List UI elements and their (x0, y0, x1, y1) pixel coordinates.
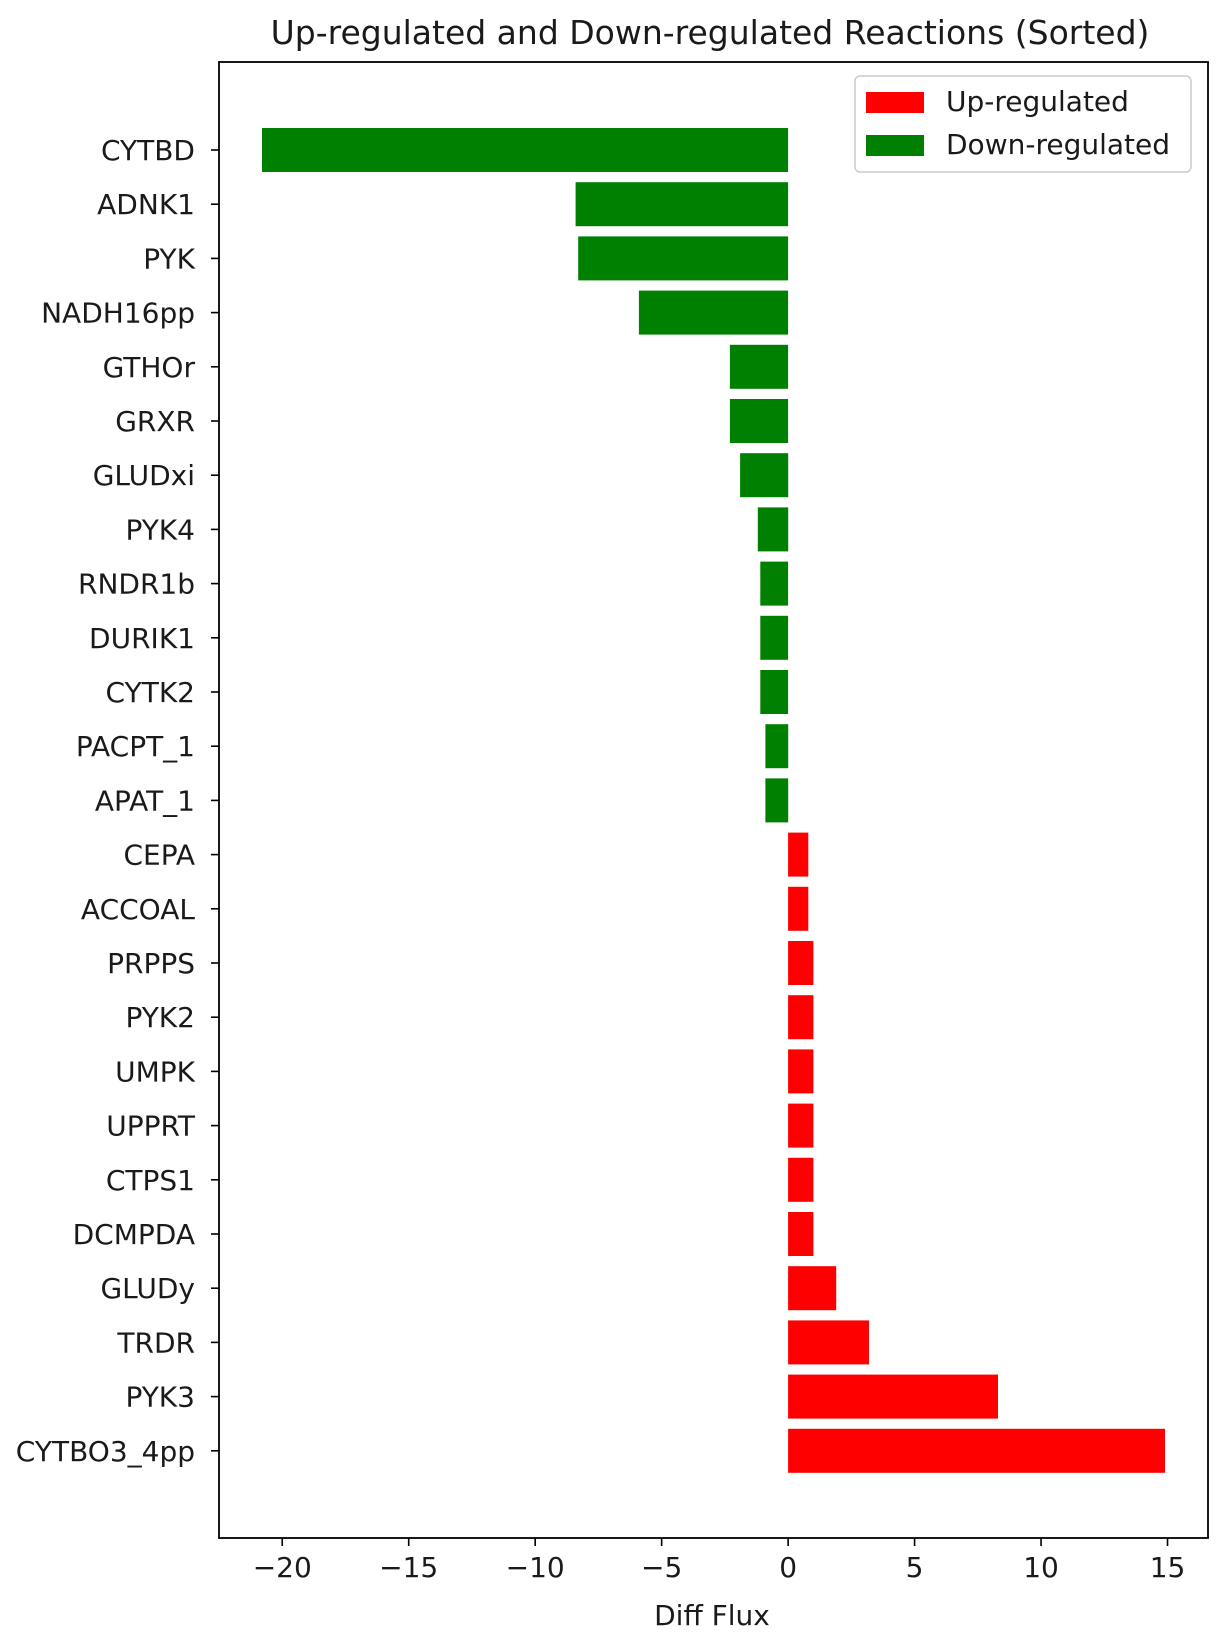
y-tick-label-dcmpda: DCMPDA (73, 1218, 195, 1251)
bar-cytbo3-4pp (788, 1428, 1165, 1473)
y-tick-label-apat-1: APAT_1 (95, 784, 195, 817)
y-tick-label-nadh16pp: NADH16pp (41, 297, 195, 330)
bar-pyk4 (757, 507, 789, 552)
bar-dcmpda (788, 1212, 814, 1256)
x-tick-label-7: 15 (1150, 1551, 1186, 1584)
x-axis: −20 −15 −10 −5 0 5 10 15 (253, 1538, 1186, 1584)
x-tick-label-1: −15 (379, 1551, 438, 1584)
bar-gludxi (740, 453, 789, 498)
y-tick-label-cytk2: CYTK2 (106, 676, 195, 709)
bar-cepa (788, 832, 809, 877)
y-tick-label-adnk1: ADNK1 (97, 188, 195, 221)
y-tick-label-prpps: PRPPS (107, 947, 195, 980)
x-tick-label-0: −20 (253, 1551, 312, 1584)
bar-adnk1 (575, 182, 789, 227)
x-tick-label-2: −10 (506, 1551, 565, 1584)
y-tick-label-gthor: GTHOr (103, 351, 196, 384)
legend: Up-regulated Down-regulated (854, 75, 1192, 173)
x-tick-label-4: 0 (779, 1551, 797, 1584)
bar-durik1 (760, 615, 789, 660)
bar-nadh16pp (638, 290, 789, 335)
legend-swatch-up-regulated (866, 92, 924, 113)
y-tick-label-upprt: UPPRT (106, 1110, 196, 1143)
x-axis-label: Diff Flux (654, 1599, 770, 1632)
y-tick-label-pyk: PYK (143, 242, 195, 275)
bar-umpk (788, 1049, 814, 1094)
y-tick-label-rndr1b: RNDR1b (78, 568, 195, 601)
legend-label-down-regulated: Down-regulated (946, 128, 1170, 161)
bar-accoal (788, 886, 809, 931)
x-tick-label-5: 5 (906, 1551, 924, 1584)
bars-layer (262, 128, 1165, 1473)
y-tick-label-gludxi: GLUDxi (93, 459, 195, 492)
legend-swatch-down-regulated (866, 135, 924, 156)
bar-gludy (788, 1266, 837, 1311)
legend-label-up-regulated: Up-regulated (946, 85, 1129, 118)
bar-pyk3 (788, 1374, 998, 1419)
y-tick-label-ctps1: CTPS1 (106, 1164, 195, 1197)
bar-prpps (788, 941, 814, 985)
y-tick-label-cytbd: CYTBD (101, 134, 195, 167)
chart-title: Up-regulated and Down-regulated Reaction… (271, 13, 1150, 52)
y-tick-label-umpk: UMPK (115, 1055, 196, 1088)
bar-upprt (788, 1103, 814, 1148)
bar-gthor (729, 344, 789, 389)
y-axis: CYTBD ADNK1 PYK NADH16pp GTHOr GRXR GLUDxi PYK4… (16, 134, 219, 1468)
bar-cytbd (262, 128, 789, 172)
bar-pyk2 (788, 995, 814, 1040)
bar-pyk (578, 236, 789, 281)
y-tick-label-cepa: CEPA (124, 839, 196, 872)
y-tick-label-pyk2: PYK2 (125, 1001, 195, 1034)
y-tick-label-trdr: TRDR (116, 1326, 195, 1359)
y-tick-label-durik1: DURIK1 (89, 622, 195, 655)
bar-ctps1 (788, 1157, 814, 1202)
y-tick-label-pyk4: PYK4 (125, 513, 195, 546)
bar-apat-1 (765, 778, 789, 823)
legend-frame (854, 75, 1192, 173)
x-tick-label-3: −5 (641, 1551, 682, 1584)
x-tick-label-6: 10 (1023, 1551, 1059, 1584)
y-tick-label-pacpt-1: PACPT_1 (76, 730, 195, 763)
bar-cytk2 (760, 670, 789, 714)
y-tick-label-grxr: GRXR (115, 405, 195, 438)
plot-frame (218, 61, 1209, 1539)
y-tick-label-pyk3: PYK3 (125, 1381, 195, 1414)
bar-grxr (729, 399, 789, 443)
bar-rndr1b (760, 561, 789, 606)
y-tick-label-cytbo3-4pp: CYTBO3_4pp (16, 1435, 195, 1468)
y-tick-label-accoal: ACCOAL (81, 893, 195, 926)
bar-pacpt-1 (765, 724, 789, 769)
bar-trdr (788, 1320, 869, 1365)
y-tick-label-gludy: GLUDy (100, 1272, 195, 1305)
